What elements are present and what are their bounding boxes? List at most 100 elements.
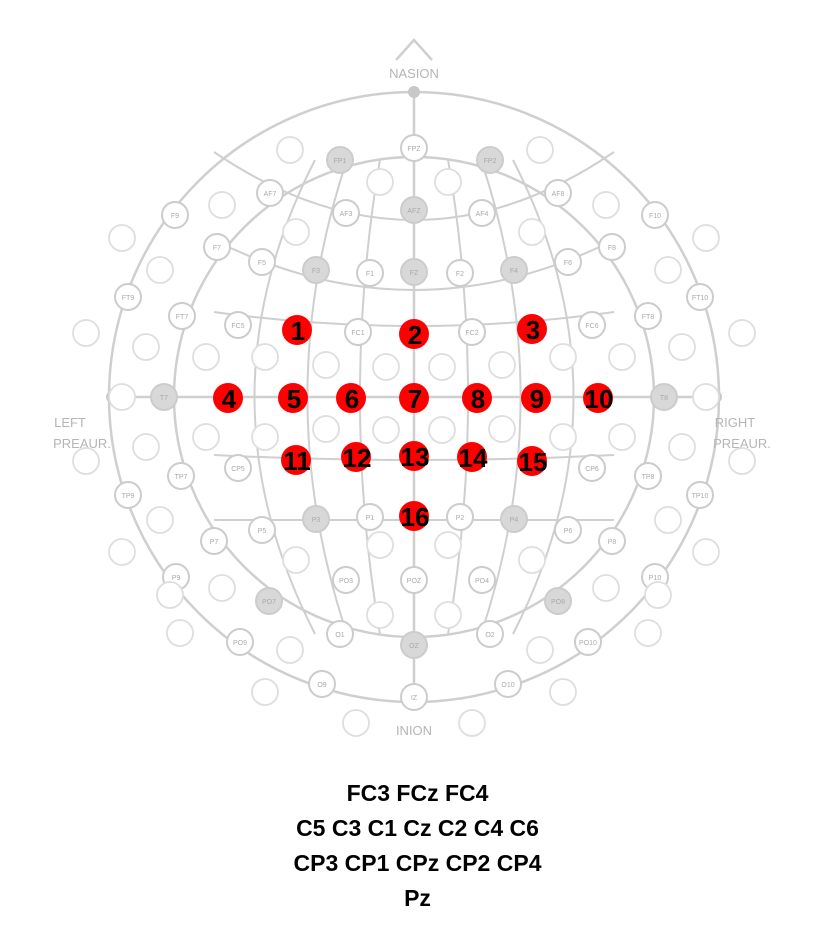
selected-electrode-number-7: 7 — [408, 384, 422, 414]
electrode-label-p1: P1 — [366, 515, 375, 522]
unused-position — [166, 619, 194, 647]
electrode-poz — [400, 566, 428, 594]
electrode-af4 — [468, 199, 496, 227]
unused-position — [282, 546, 310, 574]
left-preaur-label: LEFT — [54, 415, 86, 430]
caption-line-3: CP3 CP1 CPz CP2 CP4 — [293, 850, 542, 876]
electrode-o9 — [308, 670, 336, 698]
electrode-label-o2: O2 — [485, 632, 494, 639]
electrode-label-t8: T8 — [660, 395, 668, 402]
unused-position — [549, 678, 577, 706]
electrode-label-p5: P5 — [258, 528, 267, 535]
unused-position — [132, 333, 160, 361]
electrode-label-f2: F2 — [456, 271, 464, 278]
selected-electrode-14 — [457, 442, 487, 472]
unused-position — [251, 678, 279, 706]
unused-position — [668, 433, 696, 461]
selected-electrode-6 — [336, 383, 366, 413]
electrode-label-tp10: TP10 — [692, 493, 709, 500]
electrode-label-tp9: TP9 — [122, 493, 135, 500]
electrode-cp6 — [578, 454, 606, 482]
electrode-label-fz: FZ — [410, 270, 419, 277]
left-preaur-label: PREAUR. — [53, 436, 111, 451]
unused-position — [312, 351, 340, 379]
unused-position — [108, 224, 136, 252]
unused-position — [428, 416, 456, 444]
electrode-o2 — [476, 620, 504, 648]
electrode-label-p9: P9 — [172, 575, 181, 582]
unused-position — [366, 531, 394, 559]
selected-electrode-number-3: 3 — [526, 315, 540, 345]
electrode-label-fc5: FC5 — [231, 323, 244, 330]
electrode-label-p8: P8 — [608, 539, 617, 546]
electrode-label-po9: PO9 — [233, 640, 247, 647]
electrode-fc1 — [344, 318, 372, 346]
unused-position — [518, 218, 546, 246]
selected-electrode-number-5: 5 — [287, 384, 301, 414]
electrode-label-po7: PO7 — [262, 599, 276, 606]
selected-electrode-number-1: 1 — [291, 316, 305, 346]
unused-position — [434, 168, 462, 196]
unused-position — [668, 333, 696, 361]
electrode-label-ft8: FT8 — [642, 314, 655, 321]
selected-electrode-number-15: 15 — [519, 447, 548, 477]
unused-position — [192, 423, 220, 451]
electrode-ft9 — [114, 283, 142, 311]
electrode-label-fc1: FC1 — [351, 330, 364, 337]
unused-position — [72, 319, 100, 347]
unused-position — [549, 343, 577, 371]
electrode-af3 — [332, 199, 360, 227]
electrode-p8 — [598, 527, 626, 555]
unused-position — [728, 447, 756, 475]
electrode-label-af4: AF4 — [476, 211, 489, 218]
selected-electrode-number-12: 12 — [343, 443, 372, 473]
unused-position — [654, 506, 682, 534]
selected-electrode-10 — [583, 383, 613, 413]
right-preaur-label: RIGHT — [715, 415, 756, 430]
unused-position — [458, 709, 486, 737]
electrode-p4 — [500, 505, 528, 533]
right-preaur-label: PREAUR. — [713, 436, 771, 451]
electrode-fp2 — [476, 146, 504, 174]
selected-electrode-15 — [517, 446, 547, 476]
electrode-f10 — [641, 201, 669, 229]
selected-electrode-number-8: 8 — [471, 384, 485, 414]
unused-position — [692, 538, 720, 566]
electrode-label-f9: F9 — [171, 213, 179, 220]
electrode-fc6 — [578, 311, 606, 339]
selected-electrode-number-6: 6 — [345, 384, 359, 414]
electrode-label-po8: PO8 — [551, 599, 565, 606]
electrode-fc5 — [224, 311, 252, 339]
selected-electrode-number-16: 16 — [401, 502, 430, 532]
electrode-label-f4: F4 — [510, 268, 518, 275]
electrode-label-po4: PO4 — [475, 578, 489, 585]
caption-line-4: Pz — [404, 885, 431, 911]
nose-marker — [395, 38, 433, 61]
electrode-label-cp5: CP5 — [231, 466, 245, 473]
electrode-label-p6: P6 — [564, 528, 573, 535]
electrode-t8 — [650, 383, 678, 411]
electrode-label-fp2: FP2 — [484, 158, 497, 165]
selected-electrode-13 — [399, 441, 429, 471]
electrode-f4 — [500, 256, 528, 284]
unused-position — [592, 191, 620, 219]
electrode-label-oz: OZ — [409, 643, 419, 650]
unused-position — [634, 619, 662, 647]
selected-electrode-2 — [399, 319, 429, 349]
electrode-fc2 — [458, 318, 486, 346]
electrode-p6 — [554, 516, 582, 544]
unused-position — [132, 433, 160, 461]
caption-line-2: C5 C3 C1 Cz C2 C4 C6 — [296, 815, 539, 841]
electrode-p3 — [302, 505, 330, 533]
electrode-label-po10: PO10 — [579, 640, 597, 647]
electrode-o10 — [494, 670, 522, 698]
unused-position — [488, 415, 516, 443]
electrode-f7 — [203, 233, 231, 261]
electrode-label-t7: T7 — [160, 395, 168, 402]
selected-electrode-16 — [399, 501, 429, 531]
electrode-oz — [400, 631, 428, 659]
caption-line-1: FC3 FCz FC4 — [346, 780, 489, 806]
electrode-po7 — [255, 587, 283, 615]
electrode-label-ft7: FT7 — [176, 314, 189, 321]
electrode-t7 — [150, 383, 178, 411]
